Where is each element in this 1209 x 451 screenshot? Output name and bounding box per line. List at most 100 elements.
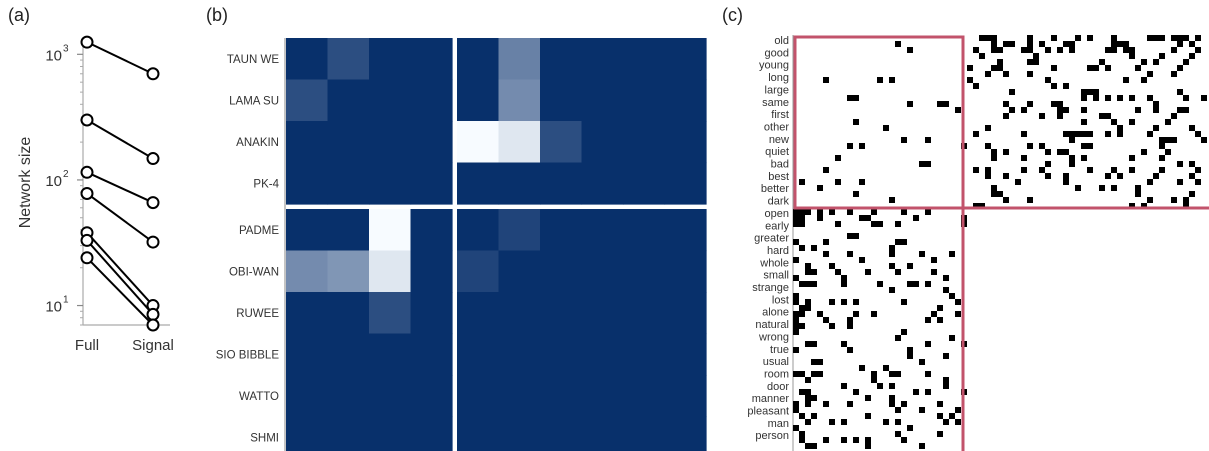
matrix-cell [1123,77,1129,83]
matrix-cell [907,263,913,269]
matrix-cell [799,179,805,185]
matrix-cell [847,317,853,323]
matrix-cell [811,371,817,377]
matrix-cell [805,281,811,287]
heatmap-cell [286,250,329,293]
series-line-2 [86,119,154,160]
matrix-cell [1021,155,1027,161]
heatmap-cell [410,333,453,376]
matrix-cell [1099,113,1105,119]
matrix-cell [1021,107,1027,113]
matrix-cell [973,47,979,53]
point-full-7 [80,251,94,265]
matrix-cell [1081,155,1087,161]
heatmap-cell [327,416,370,451]
heatmap-cell [498,121,541,164]
matrix-cell [1045,77,1051,83]
heatmap-cell [369,38,412,81]
matrix-cell [1129,47,1135,53]
matrix-cell [1129,53,1135,59]
heatmap-cell [410,375,453,418]
matrix-cell [967,77,973,83]
matrix-cell [919,251,925,257]
matrix-cell [895,407,901,413]
matrix-cell [817,311,823,317]
matrix-cell [823,239,829,245]
heatmap-cell [540,79,583,122]
matrix-cell [853,437,859,443]
heatmap-cell [540,333,583,376]
matrix-cell [1045,47,1051,53]
matrix-cell [1081,119,1087,125]
matrix-cell [1081,95,1087,101]
y-tick-exponent: 2 [63,169,69,180]
heatmap-cell [327,333,370,376]
matrix-cell [847,347,853,353]
matrix-cell [1081,89,1087,95]
matrix-cell [919,443,925,449]
matrix-cell [925,341,931,347]
matrix-cell [799,209,805,215]
matrix-cell [997,65,1003,71]
matrix-cell [949,251,955,257]
matrix-cell [991,35,997,41]
matrix-cell [1129,203,1135,209]
matrix-cell [919,359,925,365]
matrix-cell [871,221,877,227]
matrix-cell [1159,167,1165,173]
matrix-cell [889,395,895,401]
matrix-cell [1159,155,1165,161]
heatmap-cell [410,38,453,81]
matrix-cell [907,101,913,107]
heatmap-cell [664,375,707,418]
matrix-cell [865,395,871,401]
matrix-cell [1141,203,1147,209]
matrix-cell [1141,59,1147,65]
row-label: small [763,270,789,282]
matrix-cell [811,413,817,419]
row-label: first [771,109,789,121]
matrix-cell [925,137,931,143]
matrix-cell [793,221,799,227]
heatmap-cell [498,250,541,293]
matrix-cell [1075,185,1081,191]
matrix-cell [937,401,943,407]
heatmap-cell [664,79,707,122]
matrix-cell [1093,89,1099,95]
matrix-cell [1063,107,1069,113]
matrix-cell [1039,167,1045,173]
heatmap-cell [369,162,412,205]
matrix-cell [799,431,805,437]
matrix-cell [949,335,955,341]
matrix-cell [1165,149,1171,155]
matrix-cell [805,263,811,269]
matrix-cell [877,77,883,83]
matrix-cell [1135,65,1141,71]
matrix-cell [931,257,937,263]
row-label: dark [768,196,790,208]
y-tick-label: 10 [45,299,62,316]
matrix-cell [1033,53,1039,59]
matrix-cell [871,311,877,317]
heatmap-cell [286,162,329,205]
matrix-cell [925,161,931,167]
matrix-cell [1069,155,1075,161]
matrix-cell [1129,119,1135,125]
heatmap-cell [327,79,370,122]
matrix-cell [889,263,895,269]
matrix-cell [865,443,871,449]
heatmap-cell [457,209,500,252]
matrix-cell [919,407,925,413]
row-label: strange [752,282,789,294]
heatmap-cell [457,416,500,451]
matrix-cell [1105,47,1111,53]
matrix-cell [1117,125,1123,131]
matrix-cell [1003,41,1009,47]
matrix-cell [1063,173,1069,179]
matrix-cell [1039,41,1045,47]
matrix-cell [1171,71,1177,77]
heatmap-cell [369,79,412,122]
matrix-cell [1087,131,1093,137]
matrix-cell [805,419,811,425]
matrix-cell [853,119,859,125]
